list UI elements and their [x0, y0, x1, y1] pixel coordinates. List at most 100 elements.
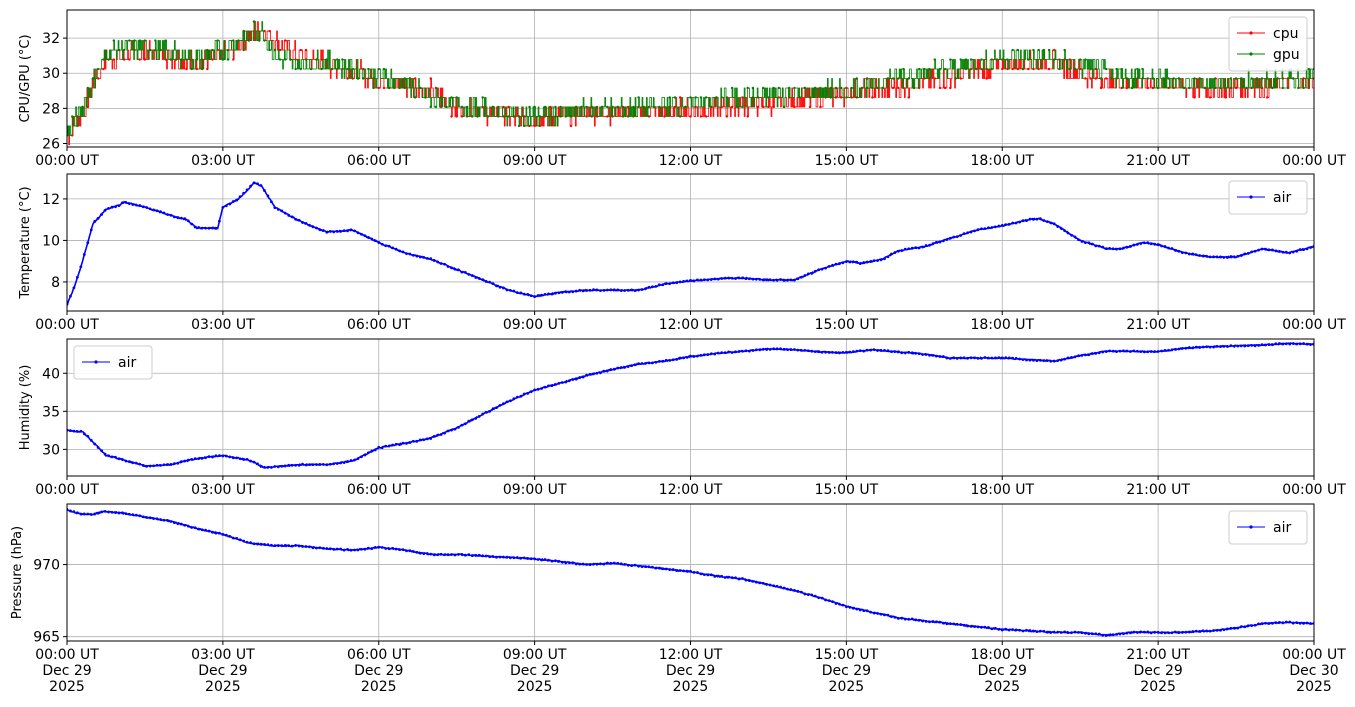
- data-point: [834, 86, 838, 90]
- data-point: [372, 86, 375, 90]
- data-point: [907, 96, 910, 99]
- data-point: [1281, 86, 1285, 90]
- data-point: [69, 294, 72, 298]
- data-point: [621, 115, 625, 118]
- data-point: [633, 563, 637, 567]
- data-point: [581, 375, 585, 379]
- x-tick-label: 18:00 UT: [970, 317, 1034, 333]
- data-point: [1049, 221, 1053, 225]
- data-point: [346, 460, 349, 463]
- data-point: [1028, 358, 1032, 362]
- data-point: [808, 96, 812, 99]
- data-point: [569, 124, 573, 128]
- data-point: [592, 562, 595, 566]
- data-point: [186, 219, 190, 223]
- data-point: [1111, 349, 1115, 353]
- data-point: [325, 547, 329, 550]
- data-point: [179, 216, 183, 220]
- data-point: [1305, 342, 1309, 346]
- data-point: [869, 260, 873, 263]
- data-point: [1226, 627, 1229, 631]
- data-point: [226, 58, 230, 61]
- data-point: [569, 115, 573, 118]
- data-point: [1089, 67, 1092, 71]
- data-point: [1025, 358, 1028, 362]
- data-point: [907, 77, 910, 80]
- data-point: [1146, 86, 1149, 90]
- data-point: [1104, 247, 1108, 251]
- data-point: [432, 553, 436, 557]
- data-point: [148, 464, 152, 468]
- x-tick-label: 00:00 UT: [1282, 647, 1346, 663]
- data-point: [269, 200, 273, 204]
- data-point: [720, 574, 724, 578]
- data-point: [460, 270, 464, 274]
- data-point: [1018, 220, 1021, 224]
- data-point: [727, 276, 730, 280]
- data-point: [1286, 77, 1290, 80]
- data-point: [685, 356, 689, 359]
- data-point: [252, 20, 256, 23]
- data-point: [872, 348, 876, 352]
- data-point: [460, 423, 464, 427]
- data-point: [900, 616, 904, 620]
- data-point: [1063, 357, 1066, 361]
- data-point: [671, 568, 675, 571]
- data-point: [127, 202, 131, 206]
- data-point: [806, 593, 810, 596]
- data-point: [69, 429, 72, 432]
- y-tick-label: 8: [51, 275, 60, 291]
- data-point: [533, 105, 536, 109]
- data-point: [871, 96, 874, 99]
- x-tick-label: 00:00 UT: [35, 482, 99, 498]
- data-point: [195, 67, 199, 71]
- data-point: [730, 86, 734, 90]
- data-point: [886, 349, 890, 352]
- data-point: [408, 252, 412, 256]
- data-point: [245, 540, 249, 544]
- data-point: [602, 562, 606, 566]
- data-point: [890, 350, 893, 354]
- data-point: [377, 67, 380, 71]
- data-point: [522, 292, 526, 296]
- data-point: [498, 555, 502, 559]
- legend-label-cpu: cpu: [1273, 26, 1298, 42]
- data-point: [297, 218, 301, 222]
- data-point: [1264, 247, 1267, 251]
- data-point: [948, 236, 952, 240]
- data-point: [252, 460, 256, 464]
- data-point: [881, 86, 884, 90]
- data-point: [1038, 629, 1042, 633]
- data-point: [803, 592, 807, 596]
- data-point: [746, 115, 749, 118]
- data-point: [190, 526, 194, 529]
- data-point: [543, 385, 547, 389]
- data-point: [283, 544, 287, 547]
- data-point: [1309, 246, 1312, 249]
- data-point: [249, 459, 252, 463]
- data-point: [564, 380, 568, 384]
- data-point: [1288, 620, 1292, 624]
- data-point: [664, 567, 668, 571]
- x-tick-label: 09:00 UT: [503, 317, 567, 333]
- y-tick-label: 30: [42, 66, 60, 82]
- data-point: [1021, 67, 1025, 71]
- data-point: [623, 562, 627, 566]
- data-point: [793, 278, 796, 282]
- data-point: [432, 259, 436, 262]
- data-point: [796, 589, 800, 593]
- data-point: [1222, 345, 1226, 348]
- data-point: [508, 288, 512, 292]
- data-point: [1097, 632, 1101, 636]
- data-point: [1125, 86, 1129, 90]
- x-tick-label: 00:00 UT: [35, 153, 99, 169]
- data-point: [642, 105, 645, 109]
- data-point: [644, 362, 647, 365]
- data-point: [1099, 77, 1103, 80]
- data-point: [910, 617, 914, 621]
- data-point: [962, 232, 966, 236]
- data-point: [599, 562, 602, 566]
- data-point: [1163, 349, 1167, 352]
- data-point: [536, 387, 540, 391]
- data-point: [481, 278, 485, 282]
